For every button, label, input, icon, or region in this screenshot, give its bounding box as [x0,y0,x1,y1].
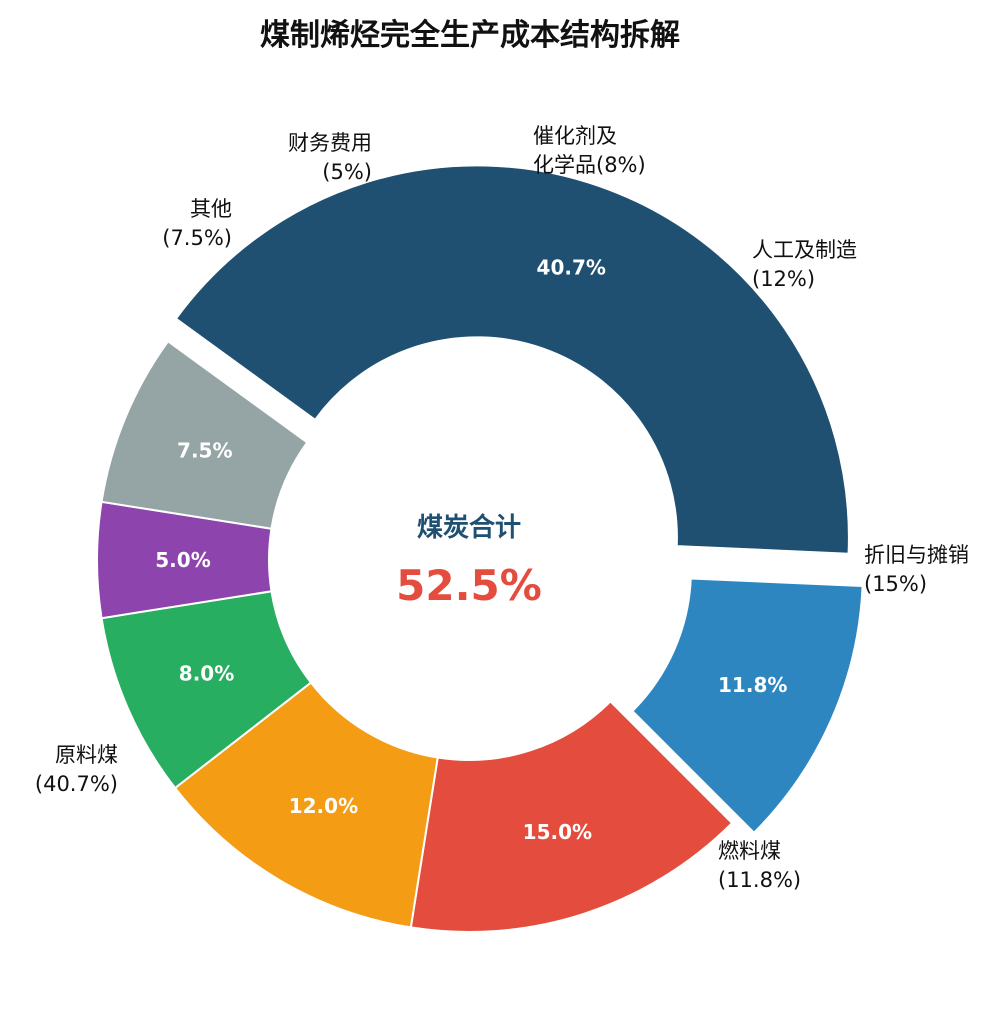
slice-pct-label: 5.0% [155,548,210,572]
slice-pct-label: 7.5% [177,439,232,463]
slice-pct-label: 40.7% [537,255,606,279]
slice-outer-label: 其他(7.5%) [162,197,232,250]
slice-outer-label: 原料煤(40.7%) [35,743,118,796]
chart-title: 煤制烯烃完全生产成本结构拆解 [260,18,680,53]
slice-1 [174,164,850,555]
slice-outer-label: 催化剂及化学品(8%) [533,124,646,177]
percentage-labels: 40.7% 11.8% 15.0% 12.0% 8.0% 5.0% 7.5% [155,255,787,844]
slice-pct-label: 11.8% [718,673,787,697]
center-title: 煤炭合计 [417,512,521,543]
slice-pct-label: 12.0% [289,794,358,818]
slice-3 [409,700,734,933]
outer-labels: 原料煤(40.7%) 燃料煤(11.8%) 折旧与摊销(15%) 人工及制造(12%)… [35,124,969,892]
slice-outer-label: 财务费用(5%) [288,131,372,184]
slice-4 [173,681,439,929]
slice-outer-label: 折旧与摊销(15%) [864,543,969,596]
slice-outer-label: 人工及制造(12%) [752,238,857,291]
center-value: 52.5% [396,561,542,610]
slice-outer-label: 燃料煤(11.8%) [718,839,801,892]
slice-2 [630,577,864,835]
donut-slices [96,164,864,933]
slice-pct-label: 8.0% [179,662,234,686]
slice-7 [100,339,309,530]
slice-pct-label: 15.0% [523,820,592,844]
